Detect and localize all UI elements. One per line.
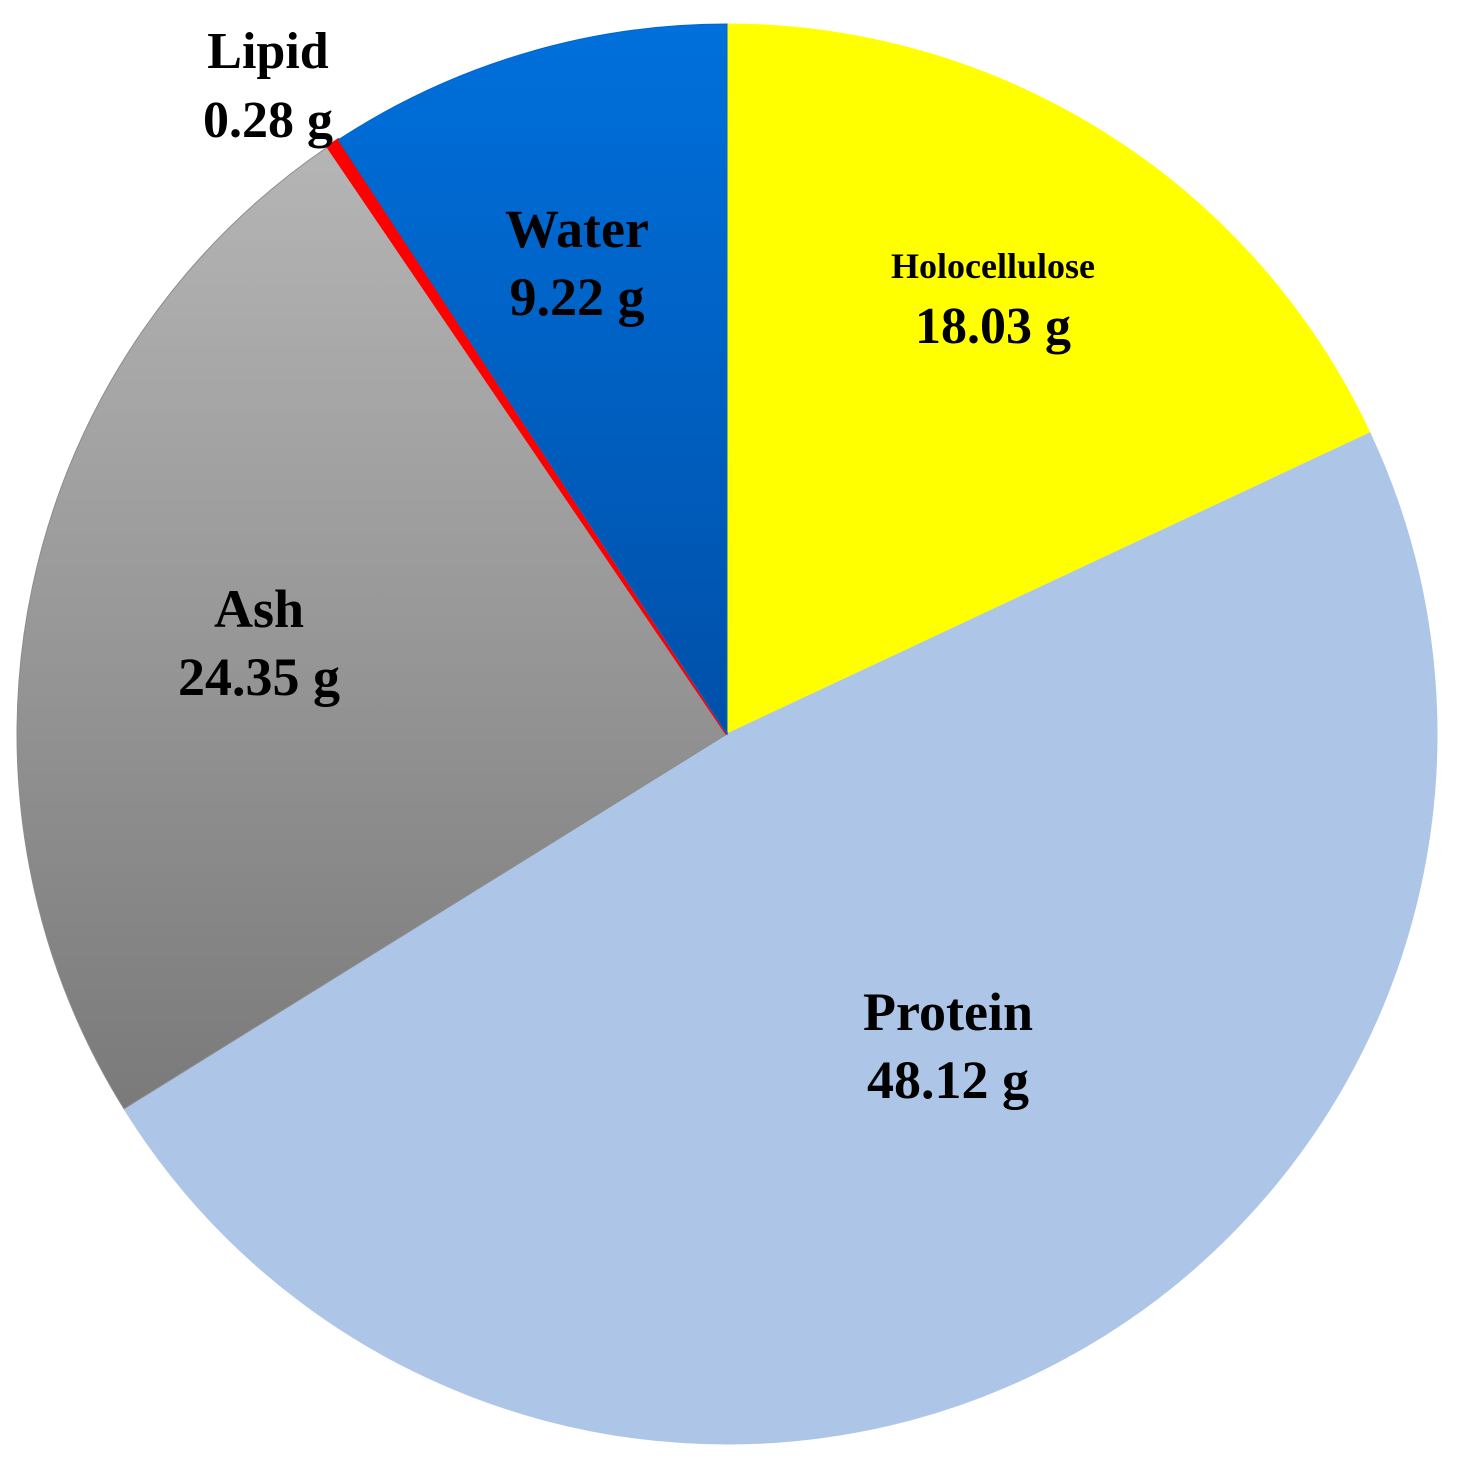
pie-slice-holocellulose [726, 23, 1371, 735]
slice-label-value-ash: 24.35 g [178, 647, 340, 707]
slice-label-name-holocellulose: Holocellulose [891, 246, 1095, 286]
slice-label-name-ash: Ash [214, 579, 304, 639]
slice-label-name-water: Water [505, 199, 649, 259]
pie-slice-protein [123, 432, 1438, 1445]
pie-slice-ash [16, 146, 728, 1110]
slice-label-value-water: 9.22 g [510, 267, 645, 327]
slice-label-value-protein: 48.12 g [867, 1050, 1029, 1110]
pie-labels: Holocellulose 18.03 g Protein 48.12 g As… [178, 23, 1095, 1110]
slice-label-name-protein: Protein [863, 982, 1033, 1042]
slice-label-value-lipid: 0.28 g [203, 92, 333, 149]
pie-slices [16, 23, 1438, 1445]
pie-slice-water [337, 23, 728, 736]
slice-label-name-lipid: Lipid [207, 23, 328, 80]
slice-label-value-holocellulose: 18.03 g [915, 298, 1071, 355]
